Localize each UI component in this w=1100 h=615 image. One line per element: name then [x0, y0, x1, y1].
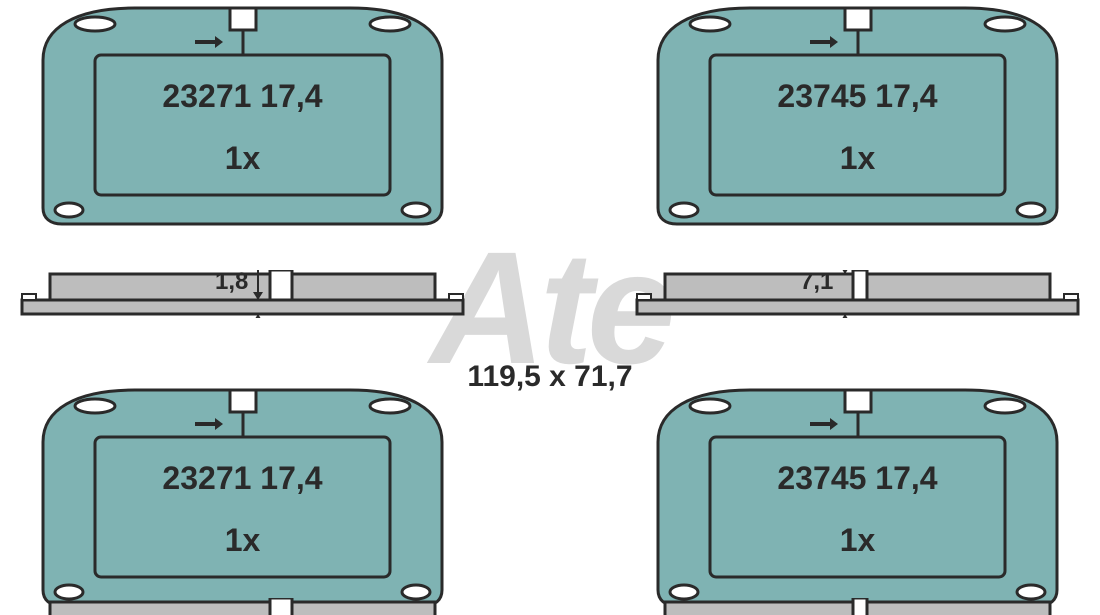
pad-side-view-partial-right	[635, 598, 1080, 615]
thickness-dimension: 7,1	[800, 268, 833, 296]
part-number: 23745 17,4	[650, 460, 1065, 497]
brake-pad-top-right: 23745 17,4 1x	[650, 0, 1065, 228]
quantity: 1x	[650, 522, 1065, 559]
pad-side-view-partial-left	[20, 598, 465, 615]
pad-side-view-right: 7,1	[635, 270, 1080, 318]
thickness-dimension: 1,8	[215, 268, 248, 296]
quantity: 1x	[35, 140, 450, 177]
overall-dimensions: 119,5 x 71,7	[467, 360, 632, 394]
brake-pad-top-left: 23271 17,4 1x	[35, 0, 450, 228]
quantity: 1x	[35, 522, 450, 559]
brake-pad-bottom-right: 23745 17,4 1x	[650, 382, 1065, 610]
brake-pad-bottom-left: 23271 17,4 1x	[35, 382, 450, 610]
part-number: 23745 17,4	[650, 78, 1065, 115]
quantity: 1x	[650, 140, 1065, 177]
part-number: 23271 17,4	[35, 78, 450, 115]
pad-side-view-left: 1,8	[20, 270, 465, 318]
part-number: 23271 17,4	[35, 460, 450, 497]
